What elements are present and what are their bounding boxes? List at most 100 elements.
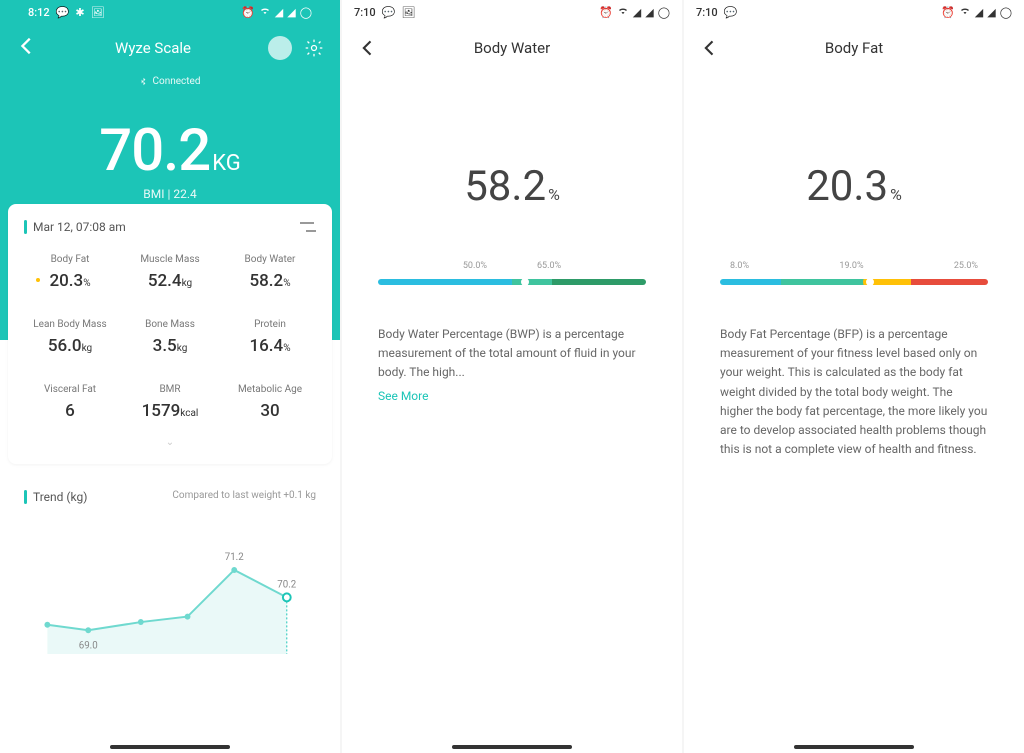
metric-item[interactable]: Lean Body Mass 56.0kg (24, 319, 116, 356)
back-icon[interactable] (16, 35, 38, 61)
metric-value: 1579kcal (124, 401, 216, 421)
battery-icon: ◯ (300, 6, 312, 19)
nav-handle[interactable] (794, 745, 914, 749)
bar-segment (781, 279, 865, 285)
metric-item[interactable]: Protein16.4% (224, 319, 316, 356)
status-bar: 7:10 💬 ⏰ ◢ ◢ ◯ (684, 0, 1024, 24)
img-icon: 🖼 (91, 6, 105, 19)
screen-body-fat: 7:10 💬 ⏰ ◢ ◢ ◯ Body Fat 20.3% 8.0%19.0%2… (684, 0, 1024, 753)
back-icon[interactable] (358, 38, 378, 58)
trend-chart: 69.071.270.2 (24, 534, 316, 654)
metric-value: 6 (24, 401, 116, 421)
metric-value: 3.5kg (124, 336, 216, 356)
range-bar: 8.0%19.0%25.0% (684, 261, 1024, 285)
app-bar: Wyze Scale (16, 24, 324, 72)
alarm-icon: ⏰ (241, 6, 255, 19)
msg-icon: 💬 (382, 6, 396, 19)
svg-text:69.0: 69.0 (79, 640, 98, 651)
svg-text:71.2: 71.2 (225, 552, 244, 563)
bar-marker (518, 279, 532, 285)
battery-icon: ◯ (1000, 6, 1012, 19)
app-bar: Body Fat (684, 24, 1024, 72)
metric-label: BMR (124, 384, 216, 395)
bar-segment (552, 279, 646, 285)
bar-segment (911, 279, 988, 285)
app-icon: ✱ (75, 6, 84, 19)
bar-labels: 8.0%19.0%25.0% (720, 261, 988, 271)
wifi-icon (959, 5, 971, 20)
weight-value: 70.2 (99, 117, 210, 185)
nav-handle[interactable] (110, 745, 230, 749)
description: Body Water Percentage (BWP) is a percent… (342, 325, 682, 383)
metric-value: 58.2% (224, 271, 316, 291)
bar-tick: 50.0% (463, 261, 487, 271)
app-bar: Body Water (342, 24, 682, 72)
screenshots-row: 8:12 💬 ✱ 🖼 ⏰ ◢ ◢ ◯ Wyze Scale (0, 0, 1024, 753)
status-bar: 7:10 💬 🖼 ⏰ ◢ ◢ ◯ (342, 0, 682, 24)
see-more-link[interactable]: See More (342, 389, 682, 403)
page-title: Body Water (342, 39, 682, 57)
connected-status: Connected (16, 76, 324, 87)
msg-icon: 💬 (56, 6, 70, 19)
metrics-card: Mar 12, 07:08 am Body Fat20.3%Muscle Mas… (8, 204, 332, 464)
signal2-icon: ◢ (287, 6, 295, 19)
weight-display: 70.2KG BMI | 22.4 (16, 117, 324, 201)
metric-item[interactable]: Body Fat20.3% (24, 254, 116, 291)
metric-label: Lean Body Mass (24, 319, 116, 330)
metric-value: 58.2% (342, 162, 682, 211)
bar-marker (863, 279, 877, 285)
metrics-grid: Body Fat20.3%Muscle Mass52.4kgBody Water… (24, 254, 316, 421)
trend-compare: Compared to last weight +0.1 kg (172, 490, 316, 501)
alarm-icon: ⏰ (941, 6, 955, 19)
avatar[interactable] (268, 36, 292, 60)
signal2-icon: ◢ (987, 6, 995, 19)
signal-icon: ◢ (975, 6, 983, 19)
metric-item[interactable]: Metabolic Age30 (224, 384, 316, 421)
signal2-icon: ◢ (645, 6, 653, 19)
bar-tick: 25.0% (954, 261, 978, 271)
bar-segment (720, 279, 781, 285)
status-time: 7:10 (354, 6, 376, 19)
value-number: 58.2 (464, 162, 546, 211)
back-icon[interactable] (700, 38, 720, 58)
status-time: 8:12 (28, 6, 50, 19)
screen-body-water: 7:10 💬 🖼 ⏰ ◢ ◢ ◯ Body Water 58.2% 50.0% 6… (342, 0, 682, 753)
metric-label: Visceral Fat (24, 384, 116, 395)
description: Body Fat Percentage (BFP) is a percentag… (684, 325, 1024, 459)
bar-track (378, 279, 646, 285)
gear-icon[interactable] (304, 38, 324, 58)
menu-icon[interactable] (300, 222, 316, 232)
trend-title: Trend (kg) (24, 490, 87, 504)
trend-card: Trend (kg) Compared to last weight +0.1 … (8, 474, 332, 674)
weight-unit: KG (212, 151, 240, 176)
bmi-label: BMI | 22.4 (16, 187, 324, 201)
page-title: Wyze Scale (115, 39, 191, 57)
metric-item[interactable]: Visceral Fat 6 (24, 384, 116, 421)
chevron-down-icon[interactable]: ⌄ (24, 437, 316, 448)
metric-item[interactable]: BMR 1579kcal (124, 384, 216, 421)
metric-label: Metabolic Age (224, 384, 316, 395)
battery-icon: ◯ (658, 6, 670, 19)
status-bar: 8:12 💬 ✱ 🖼 ⏰ ◢ ◢ ◯ (16, 0, 324, 24)
bar-tick: 19.0% (839, 261, 863, 271)
bar-tick: 65.0% (537, 261, 561, 271)
signal-icon: ◢ (633, 6, 641, 19)
metric-item[interactable]: Bone Mass 3.5kg (124, 319, 216, 356)
metric-value: 52.4kg (124, 271, 216, 291)
wifi-icon (259, 5, 271, 20)
bar-labels: 50.0% 65.0% (378, 261, 646, 271)
metric-item[interactable]: Body Water58.2% (224, 254, 316, 291)
status-dot-icon (36, 278, 40, 282)
nav-handle[interactable] (452, 745, 572, 749)
bar-track (720, 279, 988, 285)
value-suffix: % (890, 185, 902, 204)
metric-item[interactable]: Muscle Mass52.4kg (124, 254, 216, 291)
msg-icon: 💬 (724, 6, 738, 19)
screen-main: 8:12 💬 ✱ 🖼 ⏰ ◢ ◢ ◯ Wyze Scale (0, 0, 340, 753)
value-suffix: % (548, 185, 560, 204)
metric-value: 56.0kg (24, 336, 116, 356)
wifi-icon (617, 5, 629, 20)
metric-label: Bone Mass (124, 319, 216, 330)
status-time: 7:10 (696, 6, 718, 19)
value-number: 20.3 (806, 162, 888, 211)
